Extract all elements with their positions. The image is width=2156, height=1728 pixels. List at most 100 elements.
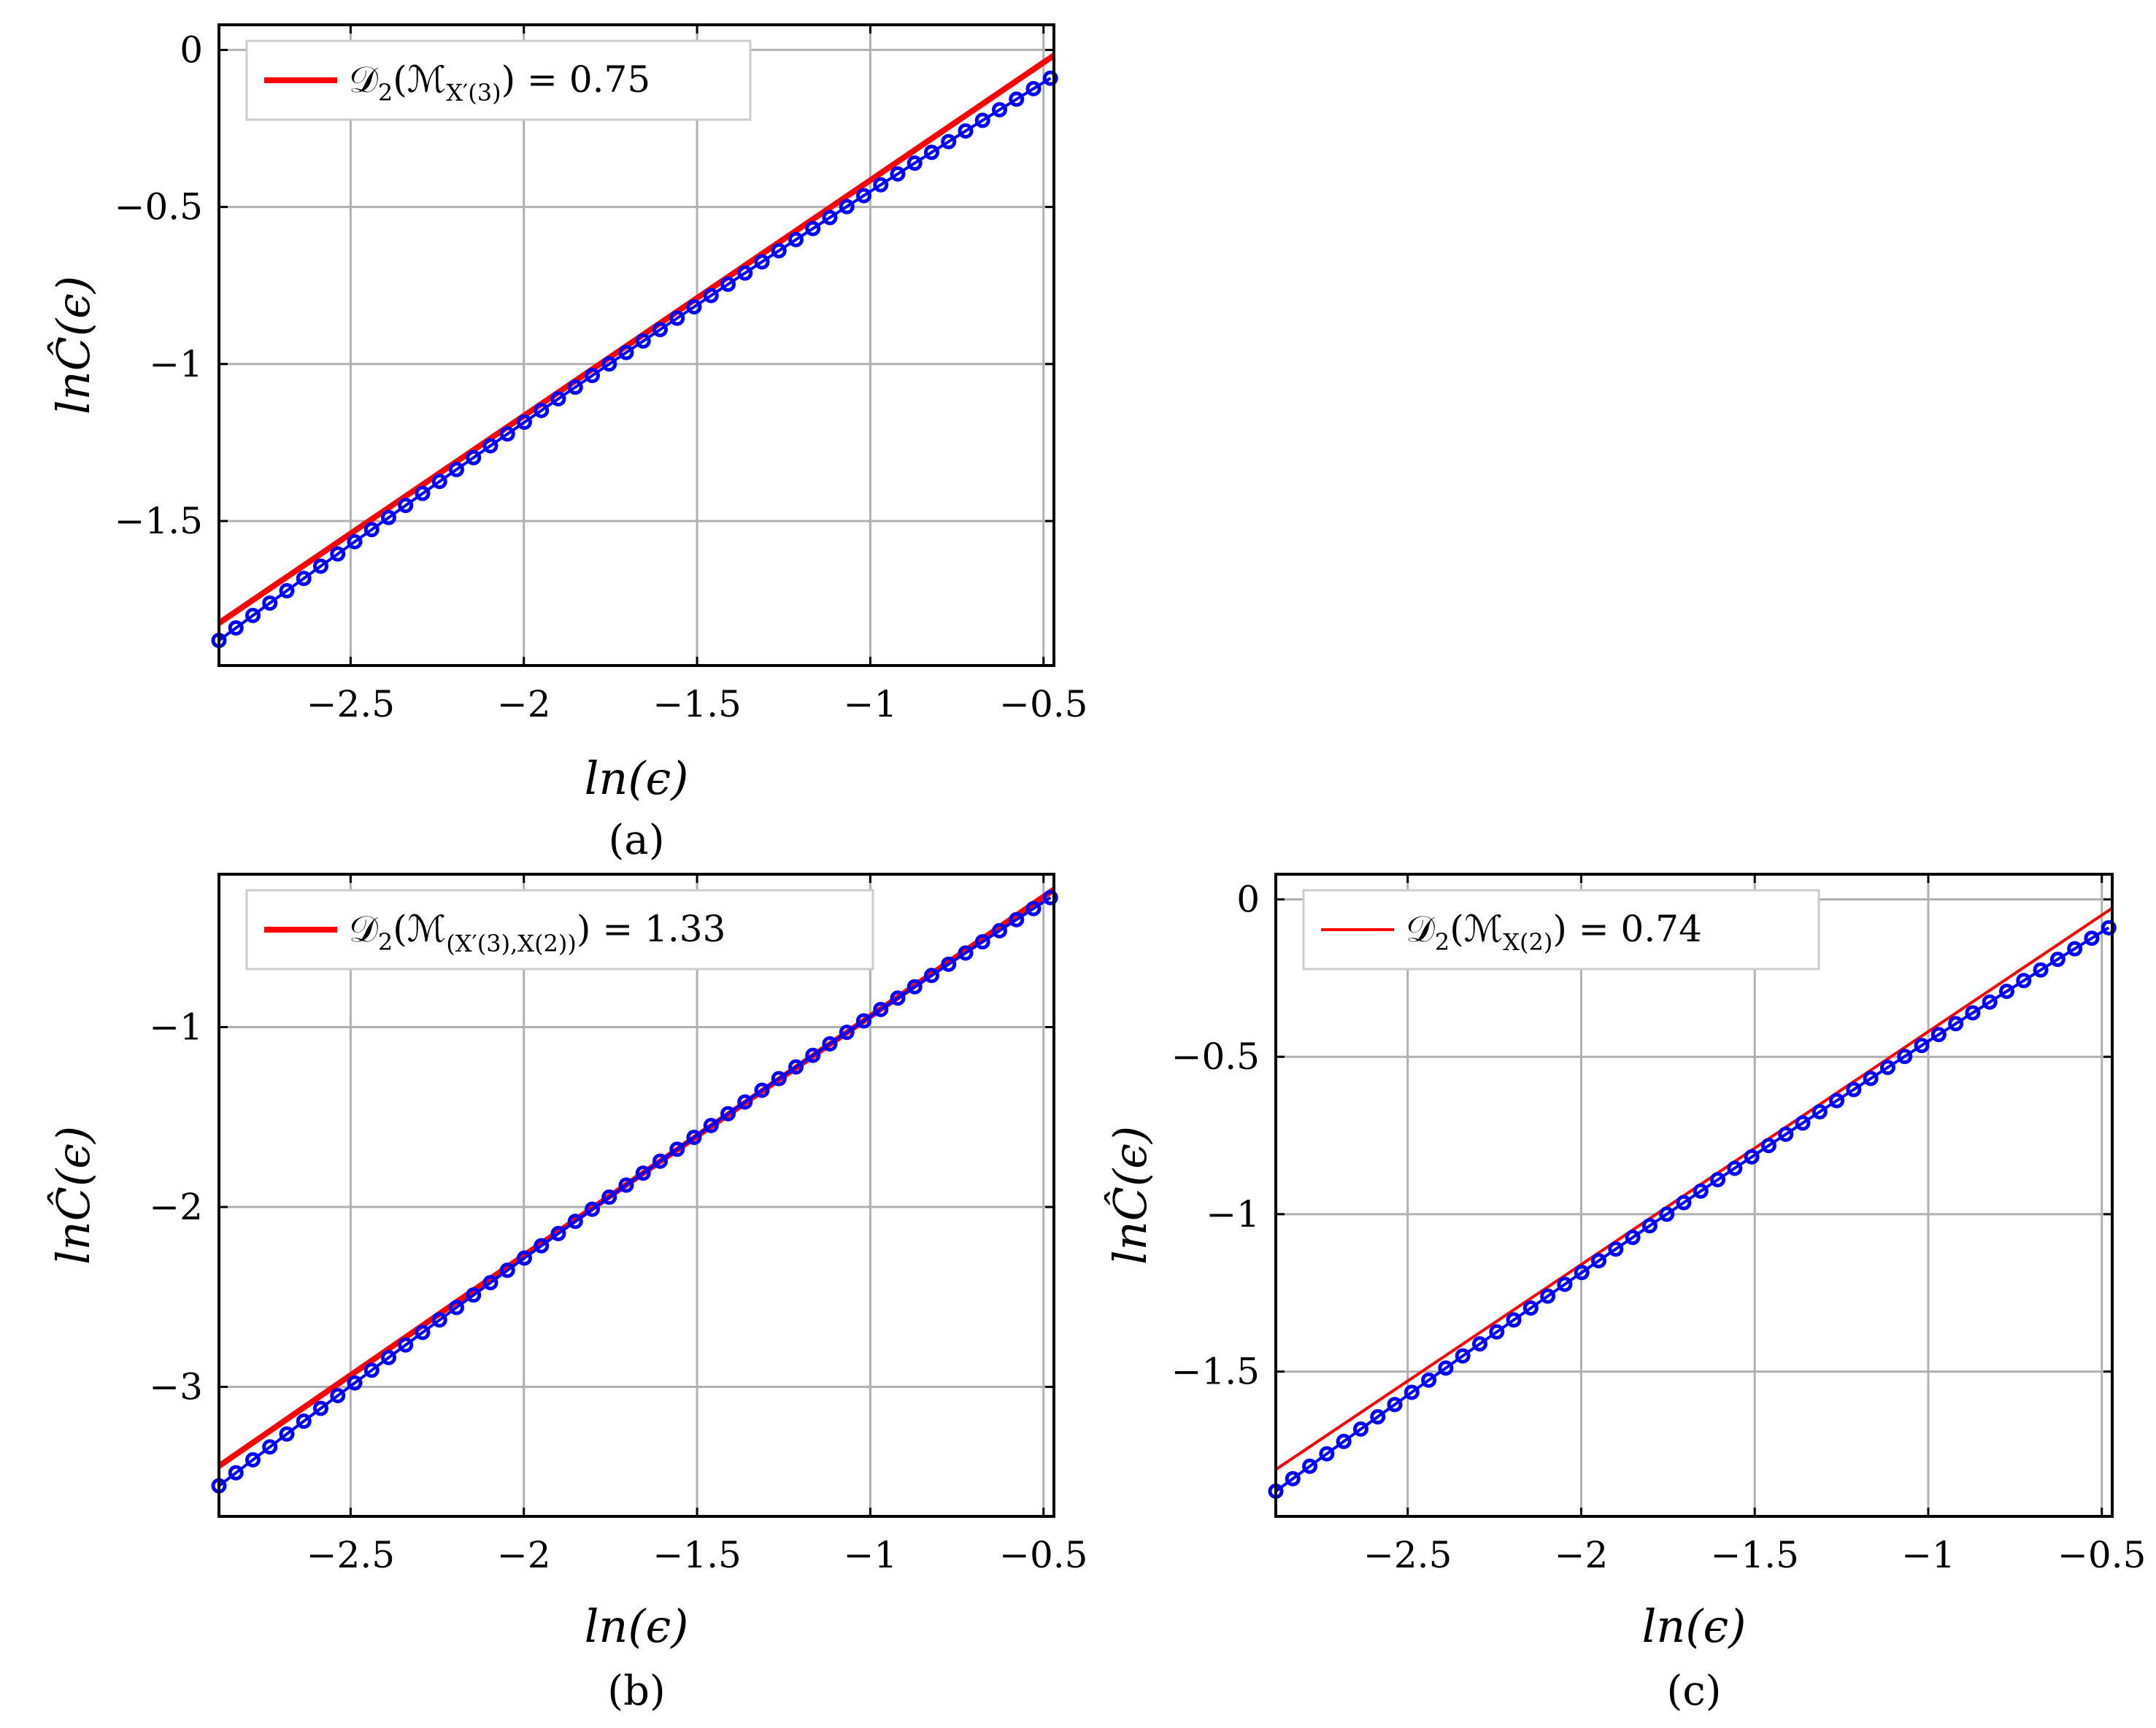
panel-label: (b)	[607, 1667, 666, 1715]
data-point	[771, 1071, 787, 1087]
data-point	[431, 474, 447, 490]
data-point	[1009, 91, 1025, 107]
data-point	[669, 310, 685, 326]
data-point	[958, 945, 974, 961]
data-point	[262, 1439, 278, 1455]
data-point	[1471, 1336, 1487, 1352]
data-point	[2084, 930, 2100, 946]
data-point	[737, 265, 753, 281]
data-point	[330, 546, 346, 562]
data-point	[381, 509, 397, 525]
data-point	[550, 390, 566, 406]
panel-a: −2.5 −2 −1.5 −1 −0.5 0 −0.5 −1 −1.5 𝒟2(ℳX′(3)) =…	[47, 23, 1087, 864]
data-point	[517, 414, 533, 431]
data-point	[1352, 1421, 1368, 1437]
y-tick-label: −3	[149, 1366, 203, 1408]
data-point	[1319, 1446, 1335, 1462]
legend-label: 𝒟2(ℳX′(3)) = 0.75	[349, 58, 650, 107]
data-point	[1285, 1470, 1301, 1486]
x-tick-label: −2	[1555, 1534, 1609, 1576]
data-point	[381, 1349, 397, 1365]
data-point	[1982, 994, 1998, 1010]
data-point	[1846, 1081, 1862, 1098]
data-point	[1760, 1138, 1776, 1154]
x-tick-label: −0.5	[999, 1534, 1087, 1576]
data-point	[567, 379, 583, 396]
panel-label: (a)	[608, 817, 664, 864]
data-point	[1965, 1005, 1981, 1021]
data-point	[788, 1059, 804, 1075]
data-point	[1522, 1300, 1539, 1316]
data-point	[347, 533, 363, 549]
data-point	[2016, 973, 2032, 989]
data-point	[1540, 1288, 1556, 1304]
data-point	[703, 1117, 719, 1133]
y-tick-label: −1.5	[1171, 1351, 1260, 1393]
data-point	[906, 155, 923, 171]
data-point	[1336, 1433, 1352, 1449]
plot-frame	[217, 23, 1055, 667]
data-point	[398, 498, 414, 514]
data-point	[992, 101, 1008, 117]
data-point	[228, 1465, 244, 1481]
data-point	[363, 522, 380, 538]
y-tick-label: −1	[149, 343, 203, 385]
x-tick-label: −2	[497, 683, 551, 725]
data-point	[1042, 890, 1058, 906]
data-point	[228, 620, 244, 636]
data-point	[1914, 1038, 1930, 1054]
data-point	[601, 1189, 617, 1206]
data-point	[534, 1238, 550, 1254]
data-point	[1778, 1126, 1794, 1142]
y-axis-label: lnĈ(ϵ)	[47, 1126, 100, 1265]
legend-label: 𝒟2(ℳX(2)) = 0.74	[1406, 908, 1702, 956]
data-point	[720, 277, 736, 293]
data-point	[737, 1094, 753, 1110]
data-point	[924, 968, 940, 984]
data-point	[2033, 962, 2049, 978]
data-point	[788, 231, 804, 247]
data-point	[415, 485, 431, 501]
data-point	[2101, 919, 2117, 936]
data-point	[635, 1165, 651, 1181]
data-point	[703, 288, 719, 304]
data-point	[1795, 1115, 1811, 1131]
data-point	[245, 607, 261, 623]
x-tick-label: −2.5	[307, 683, 395, 725]
data-point	[805, 220, 821, 236]
data-point	[754, 1082, 770, 1098]
y-tick-label: 0	[1236, 879, 1260, 921]
x-axis-label: ln(ϵ)	[1642, 1600, 1747, 1653]
data-point	[652, 322, 669, 338]
data-point	[415, 1324, 431, 1341]
y-axis-label: lnĈ(ϵ)	[47, 276, 100, 414]
x-tick-label: −1.5	[652, 1534, 741, 1576]
data-point	[449, 1300, 465, 1316]
data-point	[686, 1130, 702, 1146]
data-point	[805, 1047, 821, 1063]
y-tick-label: 0	[180, 28, 203, 71]
data-point	[1370, 1409, 1386, 1425]
data-point	[1727, 1160, 1743, 1176]
data-point	[585, 1201, 601, 1217]
data-point	[1710, 1172, 1726, 1188]
legend: 𝒟2(ℳX′(3)) = 0.75	[245, 39, 752, 121]
data-point	[585, 368, 601, 384]
data-point	[431, 1312, 447, 1328]
data-point	[1930, 1027, 1947, 1043]
panel-label: (c)	[1666, 1667, 1721, 1715]
data-point	[466, 1287, 482, 1303]
data-point	[941, 956, 957, 972]
data-point	[856, 1013, 872, 1029]
x-tick-label: −0.5	[999, 683, 1087, 725]
y-tick-label: −1.5	[115, 500, 203, 542]
y-tick-label: −1	[149, 1006, 203, 1049]
x-axis-label: ln(ϵ)	[585, 752, 689, 805]
data-point	[1829, 1092, 1845, 1108]
panel-b: −2.5 −2 −1.5 −1 −0.5 −1 −2 −3 𝒟2(ℳ(X′(3),X(2)))…	[47, 873, 1087, 1715]
data-point	[1557, 1276, 1573, 1292]
data-point	[618, 344, 634, 360]
data-point	[499, 426, 515, 442]
data-point	[550, 1225, 566, 1241]
